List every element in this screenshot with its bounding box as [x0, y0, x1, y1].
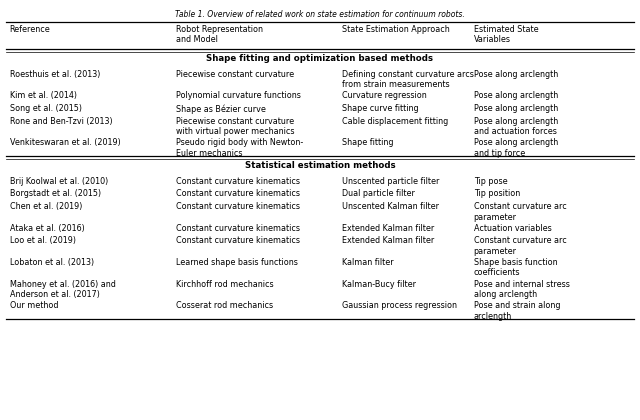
Text: Brij Koolwal et al. (2010): Brij Koolwal et al. (2010) — [10, 177, 108, 186]
Text: Shape curve fitting: Shape curve fitting — [342, 104, 419, 113]
Text: Mahoney et al. (2016) and
Anderson et al. (2017): Mahoney et al. (2016) and Anderson et al… — [10, 280, 115, 299]
Text: Constant curvature kinematics: Constant curvature kinematics — [176, 224, 300, 233]
Text: Table 1. Overview of related work on state estimation for continuum robots.: Table 1. Overview of related work on sta… — [175, 10, 465, 19]
Text: Constant curvature kinematics: Constant curvature kinematics — [176, 189, 300, 198]
Text: Constant curvature arc
parameter: Constant curvature arc parameter — [474, 236, 566, 256]
Text: Robot Representation
and Model: Robot Representation and Model — [176, 25, 263, 44]
Text: Pose along arclength
and actuation forces: Pose along arclength and actuation force… — [474, 117, 558, 136]
Text: Dual particle filter: Dual particle filter — [342, 189, 415, 198]
Text: Shape fitting: Shape fitting — [342, 139, 394, 147]
Text: Unscented particle filter: Unscented particle filter — [342, 177, 439, 186]
Text: Kalman-Bucy filter: Kalman-Bucy filter — [342, 280, 416, 289]
Text: Rone and Ben-Tzvi (2013): Rone and Ben-Tzvi (2013) — [10, 117, 112, 126]
Text: Learned shape basis functions: Learned shape basis functions — [176, 258, 298, 267]
Text: Extended Kalman filter: Extended Kalman filter — [342, 224, 434, 233]
Text: Cosserat rod mechanics: Cosserat rod mechanics — [176, 301, 273, 310]
Text: Constant curvature kinematics: Constant curvature kinematics — [176, 236, 300, 245]
Text: Piecewise constant curvature: Piecewise constant curvature — [176, 70, 294, 79]
Text: Pose along arclength: Pose along arclength — [474, 92, 558, 100]
Text: Venkiteswaran et al. (2019): Venkiteswaran et al. (2019) — [10, 139, 120, 147]
Text: Pose along arclength
and tip force: Pose along arclength and tip force — [474, 139, 558, 158]
Text: Pseudo rigid body with Newton-
Euler mechanics: Pseudo rigid body with Newton- Euler mec… — [176, 139, 303, 158]
Text: Constant curvature arc
parameter: Constant curvature arc parameter — [474, 202, 566, 222]
Text: Ataka et al. (2016): Ataka et al. (2016) — [10, 224, 84, 233]
Text: Lobaton et al. (2013): Lobaton et al. (2013) — [10, 258, 93, 267]
Text: Cable displacement fitting: Cable displacement fitting — [342, 117, 448, 126]
Text: Constant curvature kinematics: Constant curvature kinematics — [176, 202, 300, 211]
Text: Actuation variables: Actuation variables — [474, 224, 552, 233]
Text: Defining constant curvature arcs
from strain measurements: Defining constant curvature arcs from st… — [342, 70, 474, 89]
Text: Pose along arclength: Pose along arclength — [474, 70, 558, 79]
Text: Tip pose: Tip pose — [474, 177, 508, 186]
Text: Tip position: Tip position — [474, 189, 520, 198]
Text: Pose and strain along
arclength: Pose and strain along arclength — [474, 301, 560, 320]
Text: Shape fitting and optimization based methods: Shape fitting and optimization based met… — [207, 54, 433, 63]
Text: Reference: Reference — [10, 25, 51, 34]
Text: Shape as Bézier curve: Shape as Bézier curve — [176, 104, 266, 114]
Text: Pose and internal stress
along arclength: Pose and internal stress along arclength — [474, 280, 570, 299]
Text: Kalman filter: Kalman filter — [342, 258, 394, 267]
Text: Kirchhoff rod mechanics: Kirchhoff rod mechanics — [176, 280, 273, 289]
Text: Polynomial curvature functions: Polynomial curvature functions — [176, 92, 301, 100]
Text: Shape basis function
coefficients: Shape basis function coefficients — [474, 258, 557, 278]
Text: Song et al. (2015): Song et al. (2015) — [10, 104, 81, 113]
Text: Unscented Kalman filter: Unscented Kalman filter — [342, 202, 439, 211]
Text: Constant curvature kinematics: Constant curvature kinematics — [176, 177, 300, 186]
Text: Pose along arclength: Pose along arclength — [474, 104, 558, 113]
Text: Loo et al. (2019): Loo et al. (2019) — [10, 236, 76, 245]
Text: Curvature regression: Curvature regression — [342, 92, 427, 100]
Text: Borgstadt et al. (2015): Borgstadt et al. (2015) — [10, 189, 100, 198]
Text: Roesthuis et al. (2013): Roesthuis et al. (2013) — [10, 70, 100, 79]
Text: Gaussian process regression: Gaussian process regression — [342, 301, 457, 310]
Text: Piecewise constant curvature
with virtual power mechanics: Piecewise constant curvature with virtua… — [176, 117, 294, 136]
Text: Estimated State
Variables: Estimated State Variables — [474, 25, 538, 44]
Text: Kim et al. (2014): Kim et al. (2014) — [10, 92, 77, 100]
Text: Statistical estimation methods: Statistical estimation methods — [244, 161, 396, 170]
Text: Extended Kalman filter: Extended Kalman filter — [342, 236, 434, 245]
Text: Our method: Our method — [10, 301, 58, 310]
Text: State Estimation Approach: State Estimation Approach — [342, 25, 450, 34]
Text: Chen et al. (2019): Chen et al. (2019) — [10, 202, 82, 211]
